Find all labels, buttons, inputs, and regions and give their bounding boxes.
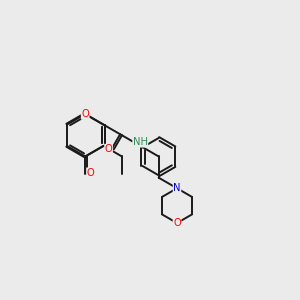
Text: NH: NH — [133, 137, 148, 147]
Text: O: O — [173, 218, 181, 228]
Text: N: N — [173, 183, 181, 193]
Text: O: O — [87, 168, 94, 178]
Text: O: O — [81, 109, 89, 119]
Text: O: O — [105, 144, 112, 154]
